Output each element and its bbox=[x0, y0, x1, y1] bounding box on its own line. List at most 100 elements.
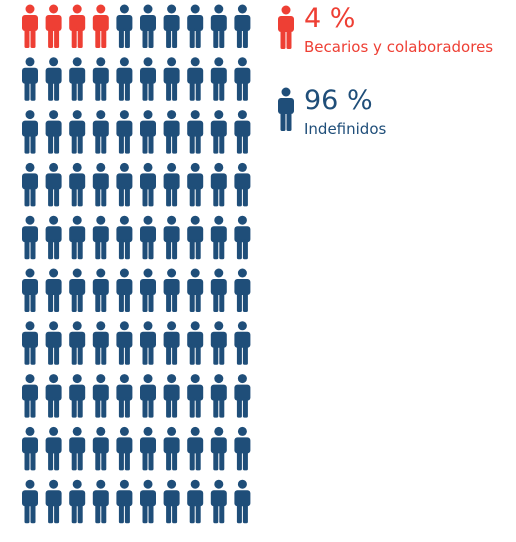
person-icon bbox=[187, 4, 204, 48]
person-icon bbox=[234, 110, 251, 154]
person-icon bbox=[92, 110, 109, 154]
person-icon bbox=[210, 110, 227, 154]
person-icon bbox=[163, 215, 180, 260]
person-icon bbox=[92, 374, 109, 418]
person-icon bbox=[22, 268, 38, 312]
person-icon bbox=[210, 479, 227, 524]
person-icon bbox=[234, 4, 251, 48]
person-icon bbox=[116, 110, 133, 154]
person-icon bbox=[116, 57, 133, 101]
person-icon bbox=[22, 215, 38, 260]
person-icon bbox=[116, 162, 133, 207]
person-icon bbox=[163, 162, 180, 207]
person-icon bbox=[234, 479, 251, 524]
person-icon bbox=[234, 321, 251, 365]
person-icon bbox=[45, 321, 62, 365]
legend-label-indefinidos: Indefinidos bbox=[304, 120, 387, 138]
person-icon bbox=[234, 57, 251, 101]
person-icon bbox=[92, 479, 109, 524]
person-icon bbox=[140, 321, 156, 365]
person-icon bbox=[187, 321, 204, 365]
person-icon bbox=[45, 268, 62, 312]
person-icon bbox=[278, 5, 294, 49]
person-icon bbox=[210, 4, 227, 48]
person-icon bbox=[116, 479, 133, 524]
person-icon bbox=[163, 4, 180, 48]
person-icon bbox=[140, 57, 156, 101]
person-icon bbox=[69, 57, 86, 101]
person-icon bbox=[210, 374, 227, 418]
person-icon bbox=[187, 268, 204, 312]
person-icon bbox=[187, 215, 204, 260]
person-icon bbox=[187, 426, 204, 471]
person-icon bbox=[140, 110, 156, 154]
person-icon bbox=[116, 374, 133, 418]
person-icon bbox=[234, 162, 251, 207]
person-icon bbox=[187, 162, 204, 207]
person-icon bbox=[45, 479, 62, 524]
person-icon bbox=[22, 4, 38, 48]
pictogram-chart bbox=[22, 4, 251, 524]
person-icon bbox=[22, 321, 38, 365]
person-icon bbox=[69, 110, 86, 154]
person-icon bbox=[163, 110, 180, 154]
person-icon bbox=[210, 321, 227, 365]
person-icon bbox=[22, 479, 38, 524]
person-icon bbox=[210, 215, 227, 260]
person-icon bbox=[92, 57, 109, 101]
person-icon bbox=[187, 479, 204, 524]
person-icon bbox=[234, 268, 251, 312]
person-icon bbox=[69, 4, 86, 48]
person-icon bbox=[116, 426, 133, 471]
person-icon bbox=[69, 426, 86, 471]
person-icon bbox=[92, 162, 109, 207]
person-icon bbox=[92, 4, 109, 48]
person-icon bbox=[163, 57, 180, 101]
person-icon bbox=[69, 215, 86, 260]
person-icon bbox=[140, 374, 156, 418]
person-icon bbox=[163, 374, 180, 418]
person-icon bbox=[140, 426, 156, 471]
legend-label-becarios: Becarios y colaboradores bbox=[304, 38, 494, 56]
person-icon bbox=[210, 57, 227, 101]
person-icon bbox=[140, 4, 156, 48]
person-icon bbox=[69, 374, 86, 418]
person-icon bbox=[22, 374, 38, 418]
person-icon bbox=[45, 426, 62, 471]
person-icon bbox=[92, 321, 109, 365]
person-icon bbox=[45, 110, 62, 154]
person-icon bbox=[116, 268, 133, 312]
person-icon bbox=[187, 57, 204, 101]
person-icon bbox=[45, 4, 62, 48]
person-icon bbox=[210, 162, 227, 207]
person-icon bbox=[187, 374, 204, 418]
person-icon bbox=[92, 268, 109, 312]
person-icon bbox=[140, 479, 156, 524]
person-icon bbox=[22, 110, 38, 154]
person-icon bbox=[140, 268, 156, 312]
person-icon bbox=[45, 374, 62, 418]
legend-value-becarios: 4 % bbox=[304, 3, 356, 34]
person-icon bbox=[92, 426, 109, 471]
person-icon bbox=[140, 162, 156, 207]
person-icon bbox=[210, 426, 227, 471]
person-icon bbox=[22, 57, 38, 101]
person-icon bbox=[163, 426, 180, 471]
person-icon bbox=[45, 215, 62, 260]
person-icon bbox=[22, 162, 38, 207]
person-icon bbox=[116, 321, 133, 365]
person-icon bbox=[234, 374, 251, 418]
person-icon bbox=[45, 162, 62, 207]
person-icon bbox=[278, 87, 294, 131]
person-icon bbox=[69, 321, 86, 365]
person-icon bbox=[92, 215, 109, 260]
person-icon bbox=[69, 479, 86, 524]
person-icon bbox=[69, 268, 86, 312]
person-icon bbox=[116, 215, 133, 260]
person-icon bbox=[116, 4, 133, 48]
person-icon bbox=[163, 268, 180, 312]
person-icon bbox=[163, 479, 180, 524]
legend-value-indefinidos: 96 % bbox=[304, 85, 373, 116]
person-icon bbox=[140, 215, 156, 260]
person-icon bbox=[163, 321, 180, 365]
